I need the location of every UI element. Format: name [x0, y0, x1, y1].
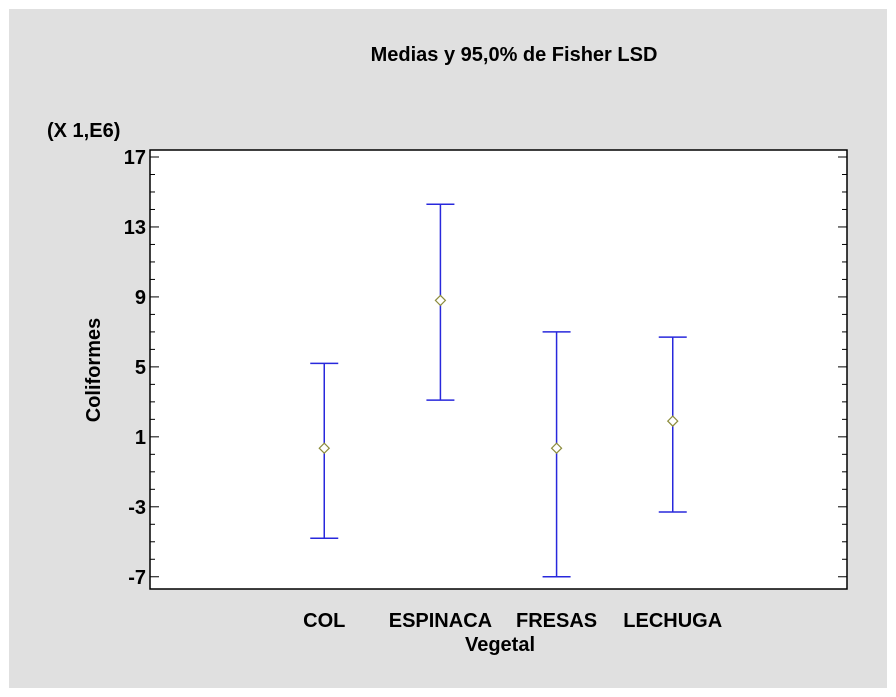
y-tick-label: -7 — [128, 567, 146, 589]
mean-marker — [434, 294, 447, 307]
y-tick-label: 13 — [124, 217, 146, 239]
x-tick-label: LECHUGA — [623, 610, 722, 632]
y-axis-label: Coliformes — [83, 318, 105, 422]
error-bar-group — [542, 331, 571, 578]
chart-panel: Medias y 95,0% de Fisher LSD (X 1,E6) -7… — [9, 9, 887, 688]
chart-svg: Medias y 95,0% de Fisher LSD (X 1,E6) -7… — [47, 44, 848, 656]
error-bars — [310, 203, 687, 578]
mean-marker — [550, 442, 563, 455]
x-axis-label: Vegetal — [465, 634, 535, 656]
y-axis: -7 -3 1 5 9 13 17 — [124, 147, 847, 589]
mean-marker — [666, 415, 679, 427]
error-bar-group — [426, 203, 455, 401]
x-axis: COL ESPINACA FRESAS LECHUGA — [303, 610, 722, 632]
x-tick-label: ESPINACA — [389, 610, 492, 632]
x-tick-label: COL — [303, 610, 345, 632]
x-tick-label: FRESAS — [516, 610, 597, 632]
y-tick-label: 9 — [135, 287, 146, 309]
mean-marker — [318, 442, 331, 455]
plot-area — [149, 149, 848, 590]
y-multiplier-label: (X 1,E6) — [47, 120, 120, 142]
y-tick-label: 5 — [135, 357, 146, 379]
error-bar-group — [658, 336, 687, 513]
y-tick-label: -3 — [128, 497, 146, 519]
y-tick-label: 1 — [135, 427, 146, 449]
y-tick-label: 17 — [124, 147, 146, 169]
error-bar-group — [310, 362, 339, 540]
chart-title: Medias y 95,0% de Fisher LSD — [371, 44, 658, 66]
